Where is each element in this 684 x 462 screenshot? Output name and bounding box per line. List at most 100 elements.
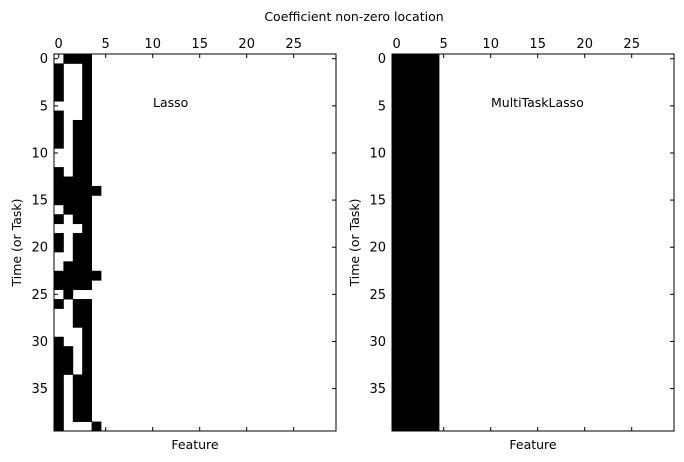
nonzero-cell [429, 110, 440, 121]
nonzero-cell [72, 119, 83, 130]
nonzero-cell [420, 233, 430, 243]
nonzero-cell [82, 383, 92, 394]
nonzero-cell [410, 148, 421, 159]
nonzero-cell [82, 129, 92, 140]
subplot-2: 0 5 10 15 20 25 0 5 10 15 20 25 30 35 MultiTaskLasso Fe… [347, 37, 675, 452]
nonzero-cell [72, 195, 83, 206]
nonzero-cell [429, 233, 440, 243]
nonzero-cell [410, 308, 421, 319]
nonzero-cell [410, 138, 421, 149]
nonzero-cell [410, 402, 421, 413]
nonzero-cell [82, 242, 92, 253]
nonzero-cell [401, 374, 412, 385]
nonzero-cell [63, 280, 74, 291]
subplot-1: 0 5 10 15 20 25 0 5 10 15 20 25 30 35 Lasso Feature Time… [9, 37, 337, 452]
nonzero-cell [410, 91, 421, 102]
nonzero-cell [392, 355, 402, 366]
nonzero-cell [401, 110, 412, 121]
nonzero-cell [401, 195, 412, 206]
nonzero-cell [401, 91, 412, 102]
y-tick-label: 20 [369, 241, 386, 256]
nonzero-cell [72, 280, 83, 291]
nonzero-cell [72, 54, 83, 64]
nonzero-cell [82, 54, 92, 64]
nonzero-cell [410, 289, 421, 300]
x-tick-label: 0 [393, 37, 401, 52]
nonzero-cell [72, 176, 83, 187]
nonzero-cell [401, 412, 412, 422]
nonzero-cell [420, 101, 430, 111]
nonzero-cell [420, 110, 430, 121]
nonzero-cell [401, 280, 412, 291]
nonzero-cell [72, 261, 83, 272]
nonzero-cell [401, 214, 412, 225]
nonzero-cell [410, 383, 421, 394]
x-tick-label: 10 [144, 37, 161, 52]
nonzero-cell [91, 270, 102, 281]
nonzero-cell [401, 223, 412, 234]
nonzero-cell [72, 270, 83, 281]
nonzero-cell [429, 204, 440, 215]
y-tick-label: 20 [31, 241, 48, 256]
nonzero-cell [401, 54, 412, 64]
nonzero-cell [392, 270, 402, 281]
nonzero-cell [392, 280, 402, 291]
nonzero-cell [401, 119, 412, 130]
nonzero-cell [72, 242, 83, 253]
nonzero-cell [392, 167, 402, 177]
nonzero-cell [401, 308, 412, 319]
nonzero-cell [54, 72, 64, 83]
nonzero-cell [429, 167, 440, 177]
nonzero-cell [392, 383, 402, 394]
nonzero-cell [54, 214, 64, 225]
nonzero-cell [429, 299, 440, 309]
y-tick-label: 35 [369, 382, 386, 397]
nonzero-cell [82, 72, 92, 83]
nonzero-cell [72, 138, 83, 149]
y-tick-label: 0 [40, 52, 48, 67]
x-tick-label: 10 [482, 37, 499, 52]
nonzero-cell [54, 355, 64, 366]
nonzero-cell [429, 129, 440, 140]
nonzero-cell [429, 82, 440, 93]
nonzero-cell [420, 91, 430, 102]
nonzero-cell [63, 289, 74, 300]
nonzero-cell [420, 383, 430, 394]
nonzero-cell [410, 412, 421, 422]
nonzero-cell [401, 299, 412, 309]
nonzero-cell [420, 346, 430, 356]
nonzero-cell [420, 148, 430, 159]
nonzero-cell [54, 393, 64, 404]
nonzero-cell [54, 185, 64, 196]
nonzero-cell [429, 336, 440, 347]
subplot-title: MultiTaskLasso [491, 95, 584, 110]
nonzero-cell [72, 157, 83, 168]
nonzero-cell [82, 251, 92, 262]
nonzero-cell [410, 251, 421, 262]
nonzero-cell [401, 261, 412, 272]
nonzero-cell [429, 402, 440, 413]
nonzero-cell [63, 346, 74, 356]
x-tick-label: 15 [191, 37, 208, 52]
nonzero-cell [429, 119, 440, 130]
nonzero-cell [410, 185, 421, 196]
nonzero-cell [420, 242, 430, 253]
nonzero-cell [401, 176, 412, 187]
nonzero-cell [401, 289, 412, 300]
nonzero-cell [420, 204, 430, 215]
nonzero-cell [401, 148, 412, 159]
nonzero-cell [401, 393, 412, 404]
nonzero-cell [82, 365, 92, 375]
nonzero-cell [82, 393, 92, 404]
y-tick-label: 25 [369, 288, 386, 303]
nonzero-cell [54, 336, 64, 347]
nonzero-cell [420, 82, 430, 93]
nonzero-cell [54, 299, 64, 309]
nonzero-cell [410, 280, 421, 291]
heatmap-cells [392, 54, 440, 432]
nonzero-cell [410, 299, 421, 309]
nonzero-cell [420, 327, 430, 338]
nonzero-cell [420, 393, 430, 404]
nonzero-cell [82, 223, 92, 234]
